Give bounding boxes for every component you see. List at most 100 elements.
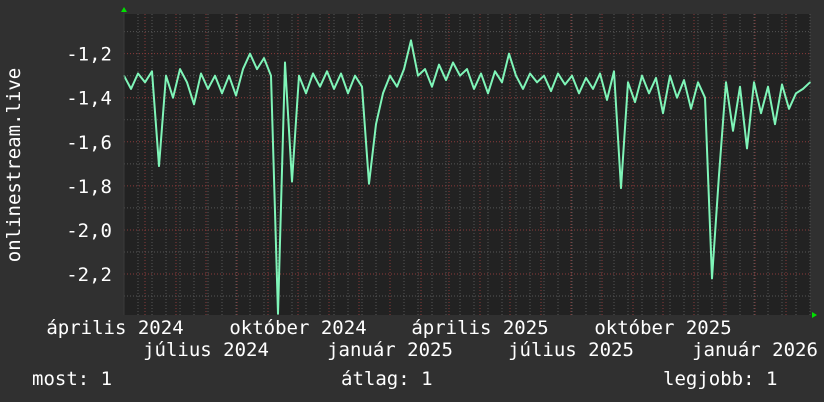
data-point <box>480 72 482 75</box>
data-point <box>221 92 223 95</box>
data-point <box>718 174 720 176</box>
data-point <box>284 61 286 64</box>
data-point <box>403 68 405 70</box>
data-point <box>564 83 566 86</box>
legend-max: legjobb: 1 <box>663 368 778 390</box>
data-point <box>179 68 181 70</box>
data-point <box>291 180 293 183</box>
legend-current: most: 1 <box>32 368 113 390</box>
data-point <box>207 88 209 90</box>
x-tick-label: október 2024 <box>229 317 366 339</box>
data-point <box>529 72 531 75</box>
data-point <box>725 81 727 84</box>
data-point <box>256 68 258 70</box>
data-point <box>515 74 517 77</box>
x-tick-label: január 2026 <box>692 339 818 361</box>
data-point <box>438 63 440 66</box>
data-point <box>130 88 132 90</box>
data-point <box>739 85 741 88</box>
data-point <box>186 81 188 84</box>
data-point <box>249 52 251 55</box>
data-point <box>228 74 230 77</box>
data-point <box>669 74 671 77</box>
data-point <box>732 129 734 132</box>
data-point <box>592 88 594 90</box>
data-point <box>781 83 783 86</box>
data-point <box>767 85 769 88</box>
data-point <box>200 72 202 75</box>
data-point <box>361 85 363 88</box>
data-point <box>298 74 300 77</box>
x-tick-label: július 2024 <box>143 339 269 361</box>
data-point <box>263 57 265 59</box>
data-point <box>578 92 580 95</box>
data-point <box>368 182 370 185</box>
data-point <box>606 99 608 101</box>
data-point <box>242 68 244 70</box>
y-tick-label: -1,4 <box>66 88 112 110</box>
data-point <box>683 79 685 81</box>
y-tick-label: -2,2 <box>66 264 112 286</box>
data-point <box>319 85 321 88</box>
data-point <box>788 107 790 110</box>
x-tick-label: április 2025 <box>411 317 548 339</box>
y-tick-label: -1,6 <box>66 132 112 154</box>
data-point <box>193 103 195 106</box>
data-point <box>235 94 237 97</box>
data-point <box>760 112 762 114</box>
x-tick-label: január 2025 <box>327 339 453 361</box>
data-point <box>144 81 146 84</box>
data-point <box>802 88 804 90</box>
data-point <box>347 92 349 95</box>
data-point <box>746 147 748 150</box>
data-point <box>312 72 314 75</box>
data-point <box>676 96 678 99</box>
x-tick-label: július 2025 <box>508 339 634 361</box>
legend-average: átlag: 1 <box>341 368 433 390</box>
data-point <box>753 81 755 84</box>
data-point <box>466 68 468 70</box>
data-point <box>634 101 636 103</box>
data-point <box>620 187 622 189</box>
data-point <box>809 81 811 84</box>
x-tick-label: október 2025 <box>594 317 731 339</box>
data-point <box>711 277 713 280</box>
data-point <box>326 70 328 73</box>
data-point <box>662 112 664 114</box>
data-point <box>389 74 391 77</box>
data-point <box>585 77 587 79</box>
data-point <box>641 74 643 77</box>
data-point <box>508 52 510 55</box>
y-axis-arrow-icon <box>121 7 127 12</box>
data-point <box>158 165 160 167</box>
y-tick-label: -1,2 <box>66 44 112 66</box>
data-point <box>704 96 706 99</box>
data-point <box>354 74 356 77</box>
x-axis-arrow-icon <box>812 312 817 318</box>
data-point <box>655 77 657 79</box>
data-point <box>410 39 412 42</box>
data-point <box>452 61 454 64</box>
data-point <box>396 85 398 88</box>
data-point <box>550 90 552 92</box>
data-point <box>431 85 433 88</box>
data-point <box>340 72 342 75</box>
y-axis-label: onlinestream.live <box>3 67 25 263</box>
data-point <box>214 74 216 77</box>
data-point <box>501 81 503 84</box>
data-point <box>543 74 545 77</box>
data-point <box>690 107 692 110</box>
data-point <box>375 123 377 125</box>
data-point <box>172 96 174 99</box>
data-point <box>599 72 601 75</box>
data-point <box>417 74 419 77</box>
x-tick-label: április 2024 <box>46 317 183 339</box>
data-point <box>473 88 475 90</box>
data-point <box>536 81 538 84</box>
data-point <box>557 72 559 75</box>
data-point <box>459 74 461 77</box>
data-point <box>795 92 797 95</box>
data-point <box>165 74 167 77</box>
data-point <box>648 92 650 95</box>
